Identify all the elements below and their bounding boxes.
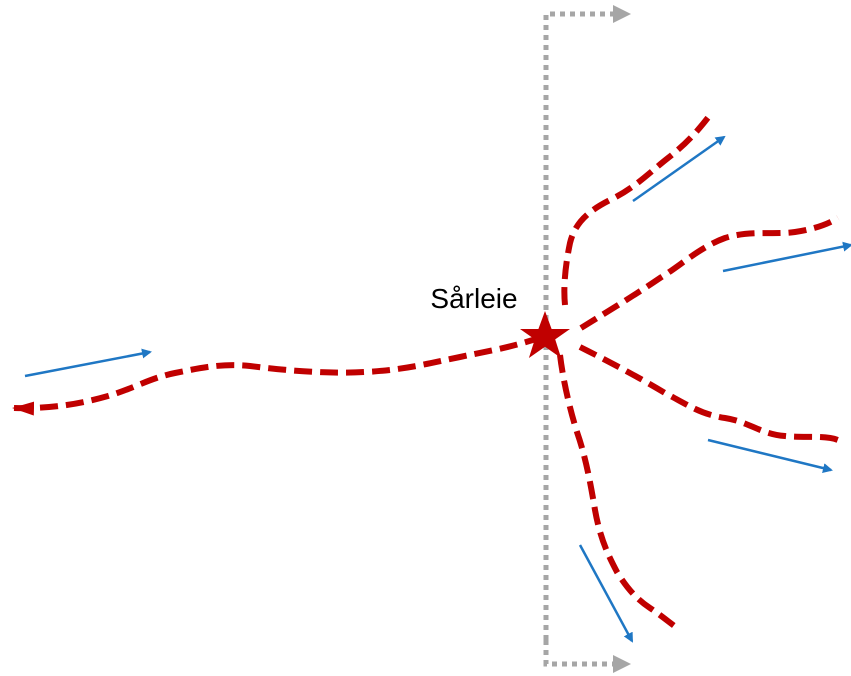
- section-line-bottom: [543, 640, 631, 673]
- section-line-top: [543, 5, 631, 640]
- path-east: [579, 215, 840, 331]
- path-south-east: [578, 344, 840, 443]
- path-west: [12, 333, 546, 416]
- arrow-south-east: [707, 438, 833, 473]
- section-bracket: [543, 5, 631, 673]
- red-paths: [12, 113, 840, 633]
- arrow-south: [578, 544, 634, 643]
- path-north-east: [561, 113, 713, 306]
- arrow-west: [24, 348, 152, 378]
- path-south: [557, 354, 682, 633]
- arrow-east: [722, 241, 851, 273]
- incision-label: Sårleie: [430, 283, 517, 314]
- star-icon: [520, 311, 570, 358]
- arrow-north-east: [632, 135, 726, 203]
- direction-arrows: [24, 135, 851, 643]
